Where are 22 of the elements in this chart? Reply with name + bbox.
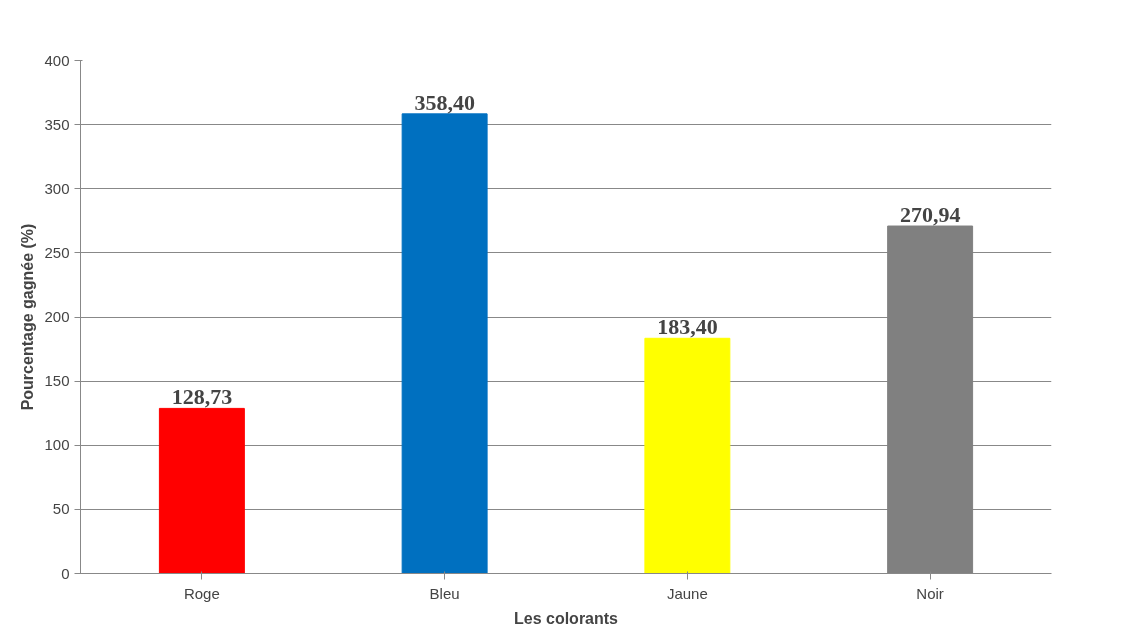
y-axis-title: Pourcentage gagnée (%) xyxy=(19,223,37,411)
y-tick-label: 400 xyxy=(44,51,70,69)
x-axis-title: Les colorants xyxy=(513,609,619,627)
bar xyxy=(644,337,731,574)
data-label: 358,40 xyxy=(414,89,475,115)
y-tick-label: 50 xyxy=(52,500,70,518)
y-tick-label: 100 xyxy=(44,436,70,454)
data-label: 183,40 xyxy=(657,314,718,340)
x-tick-label: Noir xyxy=(916,584,944,602)
x-tick-label: Bleu xyxy=(429,584,460,602)
x-tick-label: Jaune xyxy=(666,584,708,602)
y-tick-label: 350 xyxy=(44,115,70,133)
data-label: 128,73 xyxy=(171,384,233,410)
data-label: 270,94 xyxy=(899,202,961,228)
x-tick-label: Roge xyxy=(183,584,220,602)
y-tick-label: 250 xyxy=(44,243,70,261)
y-tick-label: 300 xyxy=(44,179,70,197)
bar xyxy=(401,113,488,574)
y-tick-label: 150 xyxy=(44,372,70,390)
y-tick-label: 0 xyxy=(61,564,70,582)
bar xyxy=(158,407,245,574)
y-tick-label: 200 xyxy=(44,308,70,325)
